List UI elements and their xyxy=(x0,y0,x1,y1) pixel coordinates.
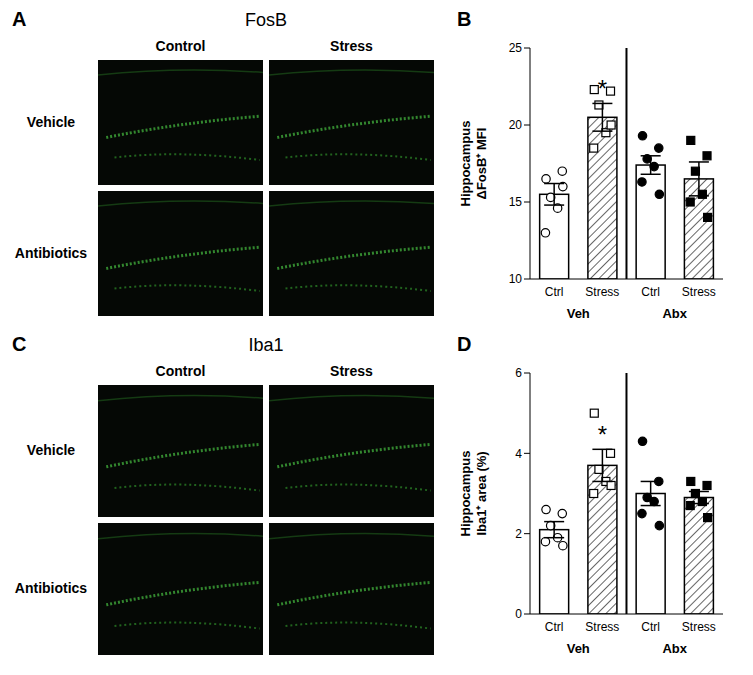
svg-text:Stress: Stress xyxy=(585,620,619,634)
html-text:C: C xyxy=(12,333,27,355)
svg-text:Veh: Veh xyxy=(567,641,590,656)
svg-text:HippocampusIba1⁺ area (%): HippocampusIba1⁺ area (%) xyxy=(458,451,489,537)
svg-text:Abx: Abx xyxy=(662,306,687,321)
svg-text:Stress: Stress xyxy=(585,285,619,299)
html-text:Vehicle: Vehicle xyxy=(26,442,76,458)
svg-text:Ctrl: Ctrl xyxy=(545,285,564,299)
html-text:Vehicle: Vehicle xyxy=(26,113,76,130)
svg-text:Veh: Veh xyxy=(567,306,590,321)
svg-text:10: 10 xyxy=(509,272,523,286)
html-text:Iba1: Iba1 xyxy=(248,335,284,355)
svg-text:*: * xyxy=(598,75,607,102)
svg-text:*: * xyxy=(598,421,607,448)
svg-text:6: 6 xyxy=(515,366,522,380)
html-text:Antibiotics: Antibiotics xyxy=(14,580,88,596)
html-text:A: A xyxy=(12,8,27,30)
html-text:Control: Control xyxy=(155,38,206,54)
svg-text:HippocampusΔFosB⁺ MFI: HippocampusΔFosB⁺ MFI xyxy=(458,121,489,207)
html-text:B: B xyxy=(457,8,472,30)
html-text:Stress: Stress xyxy=(330,38,373,54)
svg-text:Ctrl: Ctrl xyxy=(641,285,660,299)
html-text:Stress: Stress xyxy=(330,363,373,379)
svg-text:Ctrl: Ctrl xyxy=(545,620,564,634)
html-text:Antibiotics: Antibiotics xyxy=(14,244,88,261)
svg-text:2: 2 xyxy=(515,527,522,541)
svg-text:Stress: Stress xyxy=(682,285,716,299)
svg-text:Stress: Stress xyxy=(682,620,716,634)
svg-text:Ctrl: Ctrl xyxy=(641,620,660,634)
svg-text:4: 4 xyxy=(515,447,522,461)
svg-text:Abx: Abx xyxy=(662,641,687,656)
svg-text:0: 0 xyxy=(515,607,522,621)
svg-text:15: 15 xyxy=(509,195,523,209)
svg-text:25: 25 xyxy=(509,41,523,55)
html-text:D: D xyxy=(457,333,472,355)
html-text:Control: Control xyxy=(155,363,206,379)
svg-text:20: 20 xyxy=(509,118,523,132)
html-text:FosB: FosB xyxy=(245,10,287,30)
